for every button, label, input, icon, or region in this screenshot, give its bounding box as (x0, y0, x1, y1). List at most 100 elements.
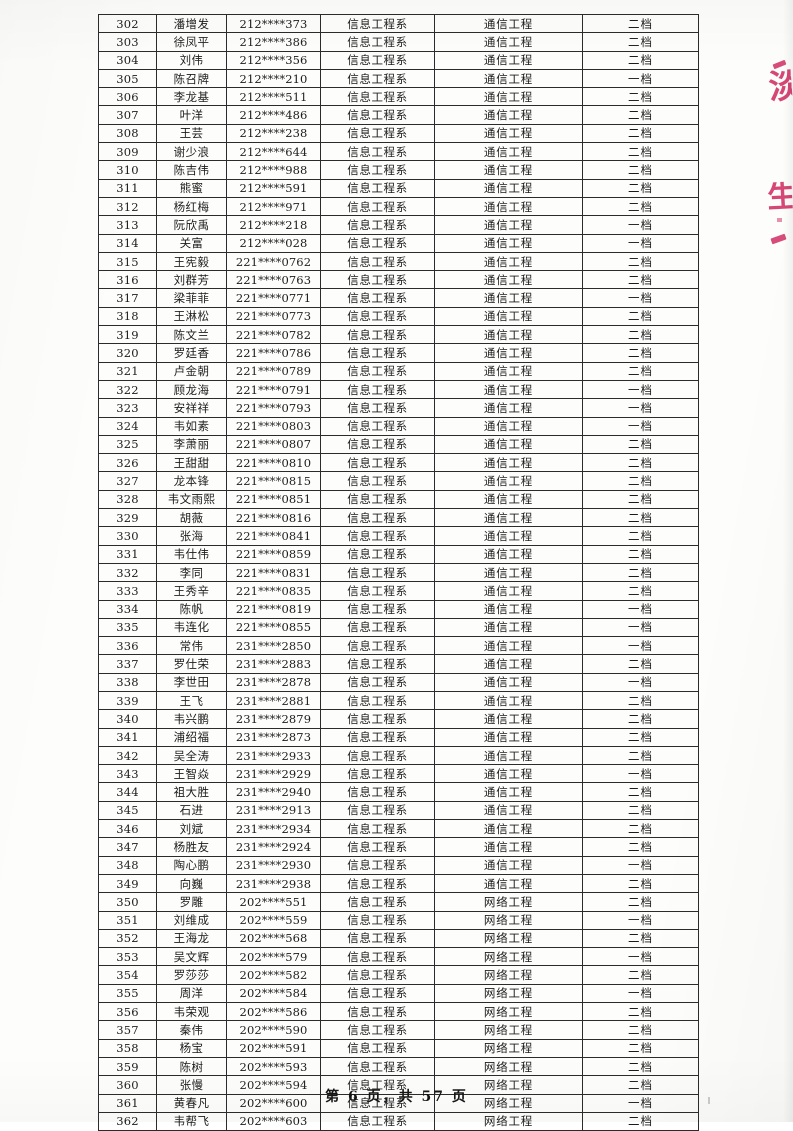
table-row: 327 龙本锋 221****0815 信息工程系 通信工程 二档 (98, 471, 699, 491)
cell-row-index: 312 (98, 196, 157, 217)
cell-id-number: 221****0819 (226, 599, 321, 619)
table-row: 314 关富 212****028 信息工程系 通信工程 一档 (98, 233, 699, 253)
table-row: 333 王秀辛 221****0835 信息工程系 通信工程 二档 (98, 581, 699, 601)
cell-major: 网络工程 (434, 965, 583, 985)
cell-major: 通信工程 (434, 672, 583, 692)
table-row: 329 胡薇 221****0816 信息工程系 通信工程 二档 (98, 508, 699, 528)
cell-grant-level: 二档 (582, 928, 699, 949)
page-footer: 第 6 页，共 57 页 (325, 1089, 468, 1105)
table-row: 322 顾龙海 221****0791 信息工程系 通信工程 一档 (98, 379, 699, 400)
cell-major: 通信工程 (434, 745, 583, 766)
cell-major: 通信工程 (434, 416, 583, 436)
cell-id-number: 212****591 (226, 178, 321, 198)
table-row: 318 王淋松 221****0773 信息工程系 通信工程 二档 (98, 306, 699, 327)
cell-major: 通信工程 (434, 270, 583, 290)
cell-major: 通信工程 (434, 819, 583, 839)
table-row: 340 韦兴鹏 231****2879 信息工程系 通信工程 二档 (98, 709, 699, 729)
cell-major: 网络工程 (434, 1056, 583, 1077)
cell-department: 信息工程系 (320, 855, 435, 875)
table-row: 362 韦帮飞 202****603 信息工程系 网络工程 二档 (98, 1111, 699, 1131)
cell-major: 通信工程 (434, 544, 583, 564)
roster-table-body: 302 潘增发 212****373 信息工程系 通信工程 二档 303 徐凤平 212****… (98, 13, 699, 1131)
cell-student-name: 石进 (156, 800, 227, 821)
cell-major: 通信工程 (434, 123, 583, 144)
table-row: 344 祖大胜 231****2940 信息工程系 通信工程 二档 (98, 782, 699, 802)
table-row: 343 王智焱 231****2929 信息工程系 通信工程 一档 (98, 764, 699, 784)
cell-row-index: 314 (98, 233, 157, 253)
cell-id-number: 221****0762 (226, 251, 321, 272)
table-row: 326 王甜甜 221****0810 信息工程系 通信工程 二档 (98, 453, 699, 473)
cell-row-index: 344 (98, 782, 157, 802)
cell-department: 信息工程系 (320, 325, 435, 345)
cell-major: 通信工程 (434, 855, 583, 875)
cell-grant-level: 一档 (582, 215, 699, 235)
cell-row-index: 310 (98, 160, 157, 180)
cell-department: 信息工程系 (320, 270, 435, 290)
cell-id-number: 231****2913 (226, 800, 321, 821)
cell-major: 通信工程 (434, 87, 583, 107)
cell-row-index: 322 (98, 379, 157, 400)
table-row: 346 刘斌 231****2934 信息工程系 通信工程 二档 (98, 819, 699, 839)
table-row: 323 安祥祥 221****0793 信息工程系 通信工程 一档 (98, 398, 699, 418)
cell-student-name: 刘伟 (156, 50, 227, 70)
cell-student-name: 梁菲菲 (156, 288, 227, 308)
cell-row-index: 350 (98, 892, 157, 912)
cell-student-name: 周洋 (156, 983, 227, 1004)
cell-row-index: 332 (98, 562, 157, 583)
table-row: 303 徐凤平 212****386 信息工程系 通信工程 二档 (98, 32, 699, 52)
cell-id-number: 212****486 (226, 105, 321, 125)
table-row: 351 刘维成 202****559 信息工程系 网络工程 一档 (98, 910, 699, 930)
table-row: 311 熊蜜 212****591 信息工程系 通信工程 二档 (98, 178, 699, 198)
cell-grant-level: 二档 (582, 361, 699, 381)
cell-major: 通信工程 (434, 50, 583, 70)
cell-major: 网络工程 (434, 1002, 583, 1022)
cell-major: 通信工程 (434, 599, 583, 619)
cell-id-number: 202****568 (226, 928, 321, 949)
cell-grant-level: 二档 (582, 1020, 699, 1040)
cell-grant-level: 一档 (582, 416, 699, 436)
cell-major: 网络工程 (434, 892, 583, 912)
cell-grant-level: 一档 (582, 379, 699, 400)
cell-grant-level: 二档 (582, 306, 699, 327)
cell-id-number: 221****0851 (226, 489, 321, 510)
cell-major: 通信工程 (434, 343, 583, 363)
table-row: 335 韦连化 221****0855 信息工程系 通信工程 一档 (98, 617, 699, 638)
cell-row-index: 326 (98, 453, 157, 473)
table-row: 337 罗仕荣 231****2883 信息工程系 通信工程 二档 (98, 654, 699, 674)
cell-major: 网络工程 (434, 1038, 583, 1058)
cell-grant-level: 二档 (582, 105, 699, 125)
cell-row-index: 323 (98, 398, 157, 418)
cell-major: 通信工程 (434, 288, 583, 308)
cell-id-number: 202****579 (226, 947, 321, 967)
cell-grant-level: 二档 (582, 1056, 699, 1077)
cell-grant-level: 二档 (582, 489, 699, 510)
cell-student-name: 浦绍福 (156, 727, 227, 747)
cell-department: 信息工程系 (320, 947, 435, 967)
cell-grant-level: 二档 (582, 453, 699, 473)
cell-grant-level: 二档 (582, 709, 699, 729)
cell-id-number: 231****2929 (226, 764, 321, 784)
cell-row-index: 339 (98, 690, 157, 711)
cell-row-index: 353 (98, 947, 157, 967)
cell-major: 通信工程 (434, 471, 583, 491)
table-row: 352 王海龙 202****568 信息工程系 网络工程 二档 (98, 928, 699, 949)
table-row: 310 陈吉伟 212****988 信息工程系 通信工程 二档 (98, 160, 699, 180)
cell-department: 信息工程系 (320, 965, 435, 985)
table-row: 331 韦仕伟 221****0859 信息工程系 通信工程 二档 (98, 544, 699, 564)
cell-id-number: 212****511 (226, 87, 321, 107)
cell-student-name: 罗仕荣 (156, 654, 227, 674)
cell-row-index: 328 (98, 489, 157, 510)
cell-row-index: 308 (98, 123, 157, 144)
cell-department: 信息工程系 (320, 1020, 435, 1040)
cell-student-name: 李龙基 (156, 87, 227, 107)
cell-id-number: 221****0786 (226, 343, 321, 363)
cell-major: 通信工程 (434, 709, 583, 729)
table-row: 347 杨胜友 231****2924 信息工程系 通信工程 二档 (98, 837, 699, 857)
cell-major: 通信工程 (434, 68, 583, 89)
table-row: 355 周洋 202****584 信息工程系 网络工程 一档 (98, 983, 699, 1004)
cell-major: 通信工程 (434, 581, 583, 601)
cell-major: 网络工程 (434, 1020, 583, 1040)
cell-grant-level: 一档 (582, 288, 699, 308)
cell-student-name: 安祥祥 (156, 398, 227, 418)
cell-grant-level: 二档 (582, 87, 699, 107)
